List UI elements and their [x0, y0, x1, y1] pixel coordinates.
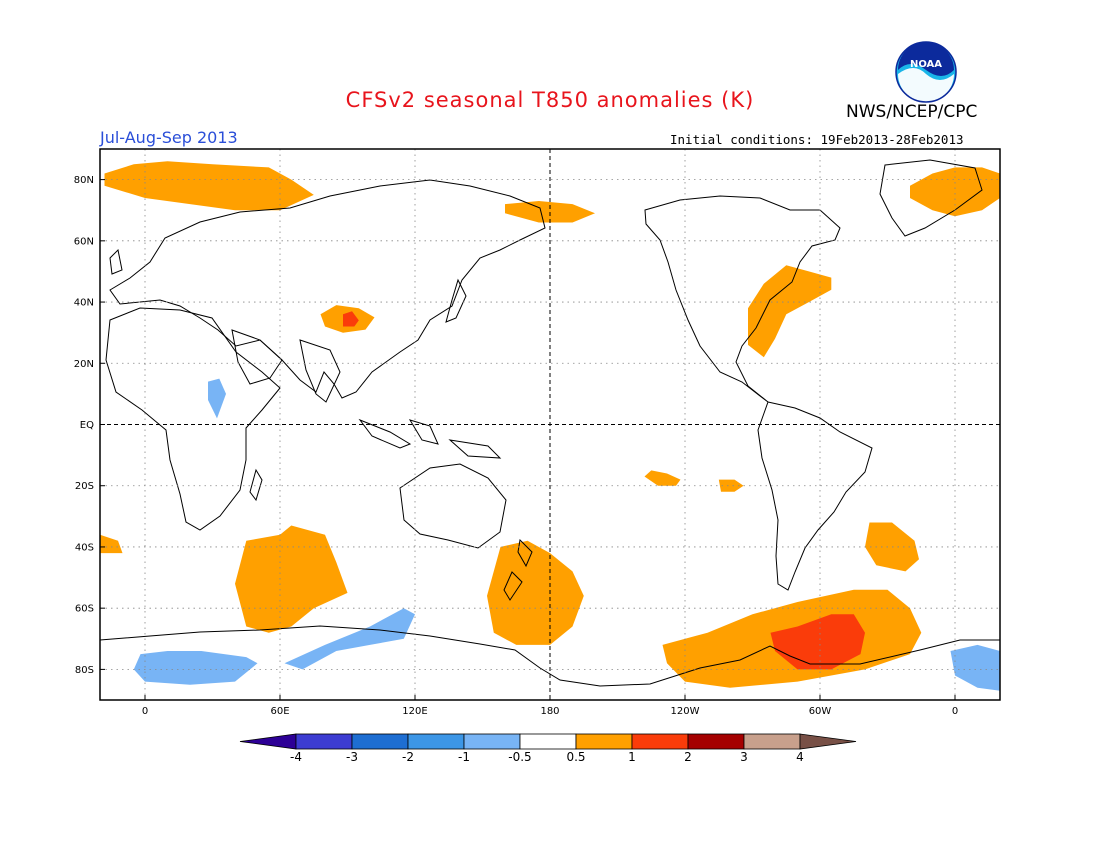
cold-africa [208, 378, 226, 419]
lat-tick-label: EQ [80, 420, 94, 431]
colorbar-label: -4 [290, 750, 302, 764]
colorbar: -4 -3 -2 -1 -0.5 0.5 1 2 3 4 [239, 733, 857, 764]
lon-tick-label: 180 [540, 706, 559, 717]
lat-tick-label: 40S [75, 542, 94, 553]
noaa-logo-text: NOAA [910, 59, 942, 70]
cold-south-indian [133, 651, 258, 685]
lon-tick-label: 60W [809, 706, 832, 717]
warm-indian-ocean [235, 525, 348, 633]
lat-tick-label: 40N [74, 298, 94, 309]
warm-siberia-west [104, 161, 314, 211]
coastlines [99, 159, 1000, 687]
colorbar-label: 4 [796, 750, 804, 764]
noaa-logo-icon: NOAA [895, 41, 957, 103]
lon-tick-label: 0 [952, 706, 958, 717]
cold-weddell [950, 644, 1000, 691]
colorbar-label: 0.5 [566, 750, 585, 764]
lat-tick-label: 60N [74, 236, 94, 247]
colorbar-box [631, 733, 689, 750]
lat-tick-label: 20S [75, 481, 94, 492]
colorbar-box [407, 733, 465, 750]
cold-east-antarctica [284, 608, 415, 670]
warm-tibet-core [343, 311, 359, 327]
lon-tick-label: 120E [402, 706, 427, 717]
colorbar-label: 3 [740, 750, 748, 764]
warm-sw-pacific [487, 540, 584, 645]
axis-labels: 80N 60N 40N 20N EQ 20S 40S 60S 80S 0 60E 120E 180 120… [74, 175, 958, 717]
warm-arctic-canada [505, 201, 595, 223]
warm-greenland [910, 167, 1000, 217]
warm-north-america [748, 265, 832, 358]
anomaly-regions [100, 161, 1000, 691]
colorbar-label: 1 [628, 750, 636, 764]
map-title: CFSv2 seasonal T850 anomalies (K) [345, 88, 755, 112]
colorbar-label: -1 [458, 750, 470, 764]
initial-conditions-label: Initial conditions: 19Feb2013-28Feb2013 [670, 132, 964, 147]
agency-label: NWS/NCEP/CPC [846, 102, 978, 122]
lon-tick-label: 0 [142, 706, 148, 717]
warm-drake-passage [770, 614, 865, 670]
colorbar-box [351, 733, 409, 750]
colorbar-box [575, 733, 633, 750]
colorbar-label: -0.5 [508, 750, 531, 764]
colorbar-arrow-low [239, 733, 297, 750]
colorbar-box [743, 733, 801, 750]
lat-tick-label: 80N [74, 175, 94, 186]
lon-tick-label: 60E [270, 706, 289, 717]
graticule [100, 149, 1000, 700]
lat-tick-label: 60S [75, 604, 94, 615]
colorbar-box [519, 733, 577, 750]
lon-tick-label: 120W [671, 706, 700, 717]
warm-east-pacific [718, 479, 744, 492]
warm-west-atlantic-south [100, 534, 123, 554]
colorbar-box [463, 733, 521, 750]
colorbar-label: -3 [346, 750, 358, 764]
colorbar-label: 2 [684, 750, 692, 764]
lat-tick-label: 20N [74, 359, 94, 370]
colorbar-arrow-high [799, 733, 857, 750]
warm-mid-pacific [644, 470, 681, 486]
season-label: Jul-Aug-Sep 2013 [100, 128, 238, 147]
colorbar-box [687, 733, 745, 750]
lat-tick-label: 80S [75, 665, 94, 676]
colorbar-label: -2 [402, 750, 414, 764]
colorbar-box [295, 733, 353, 750]
